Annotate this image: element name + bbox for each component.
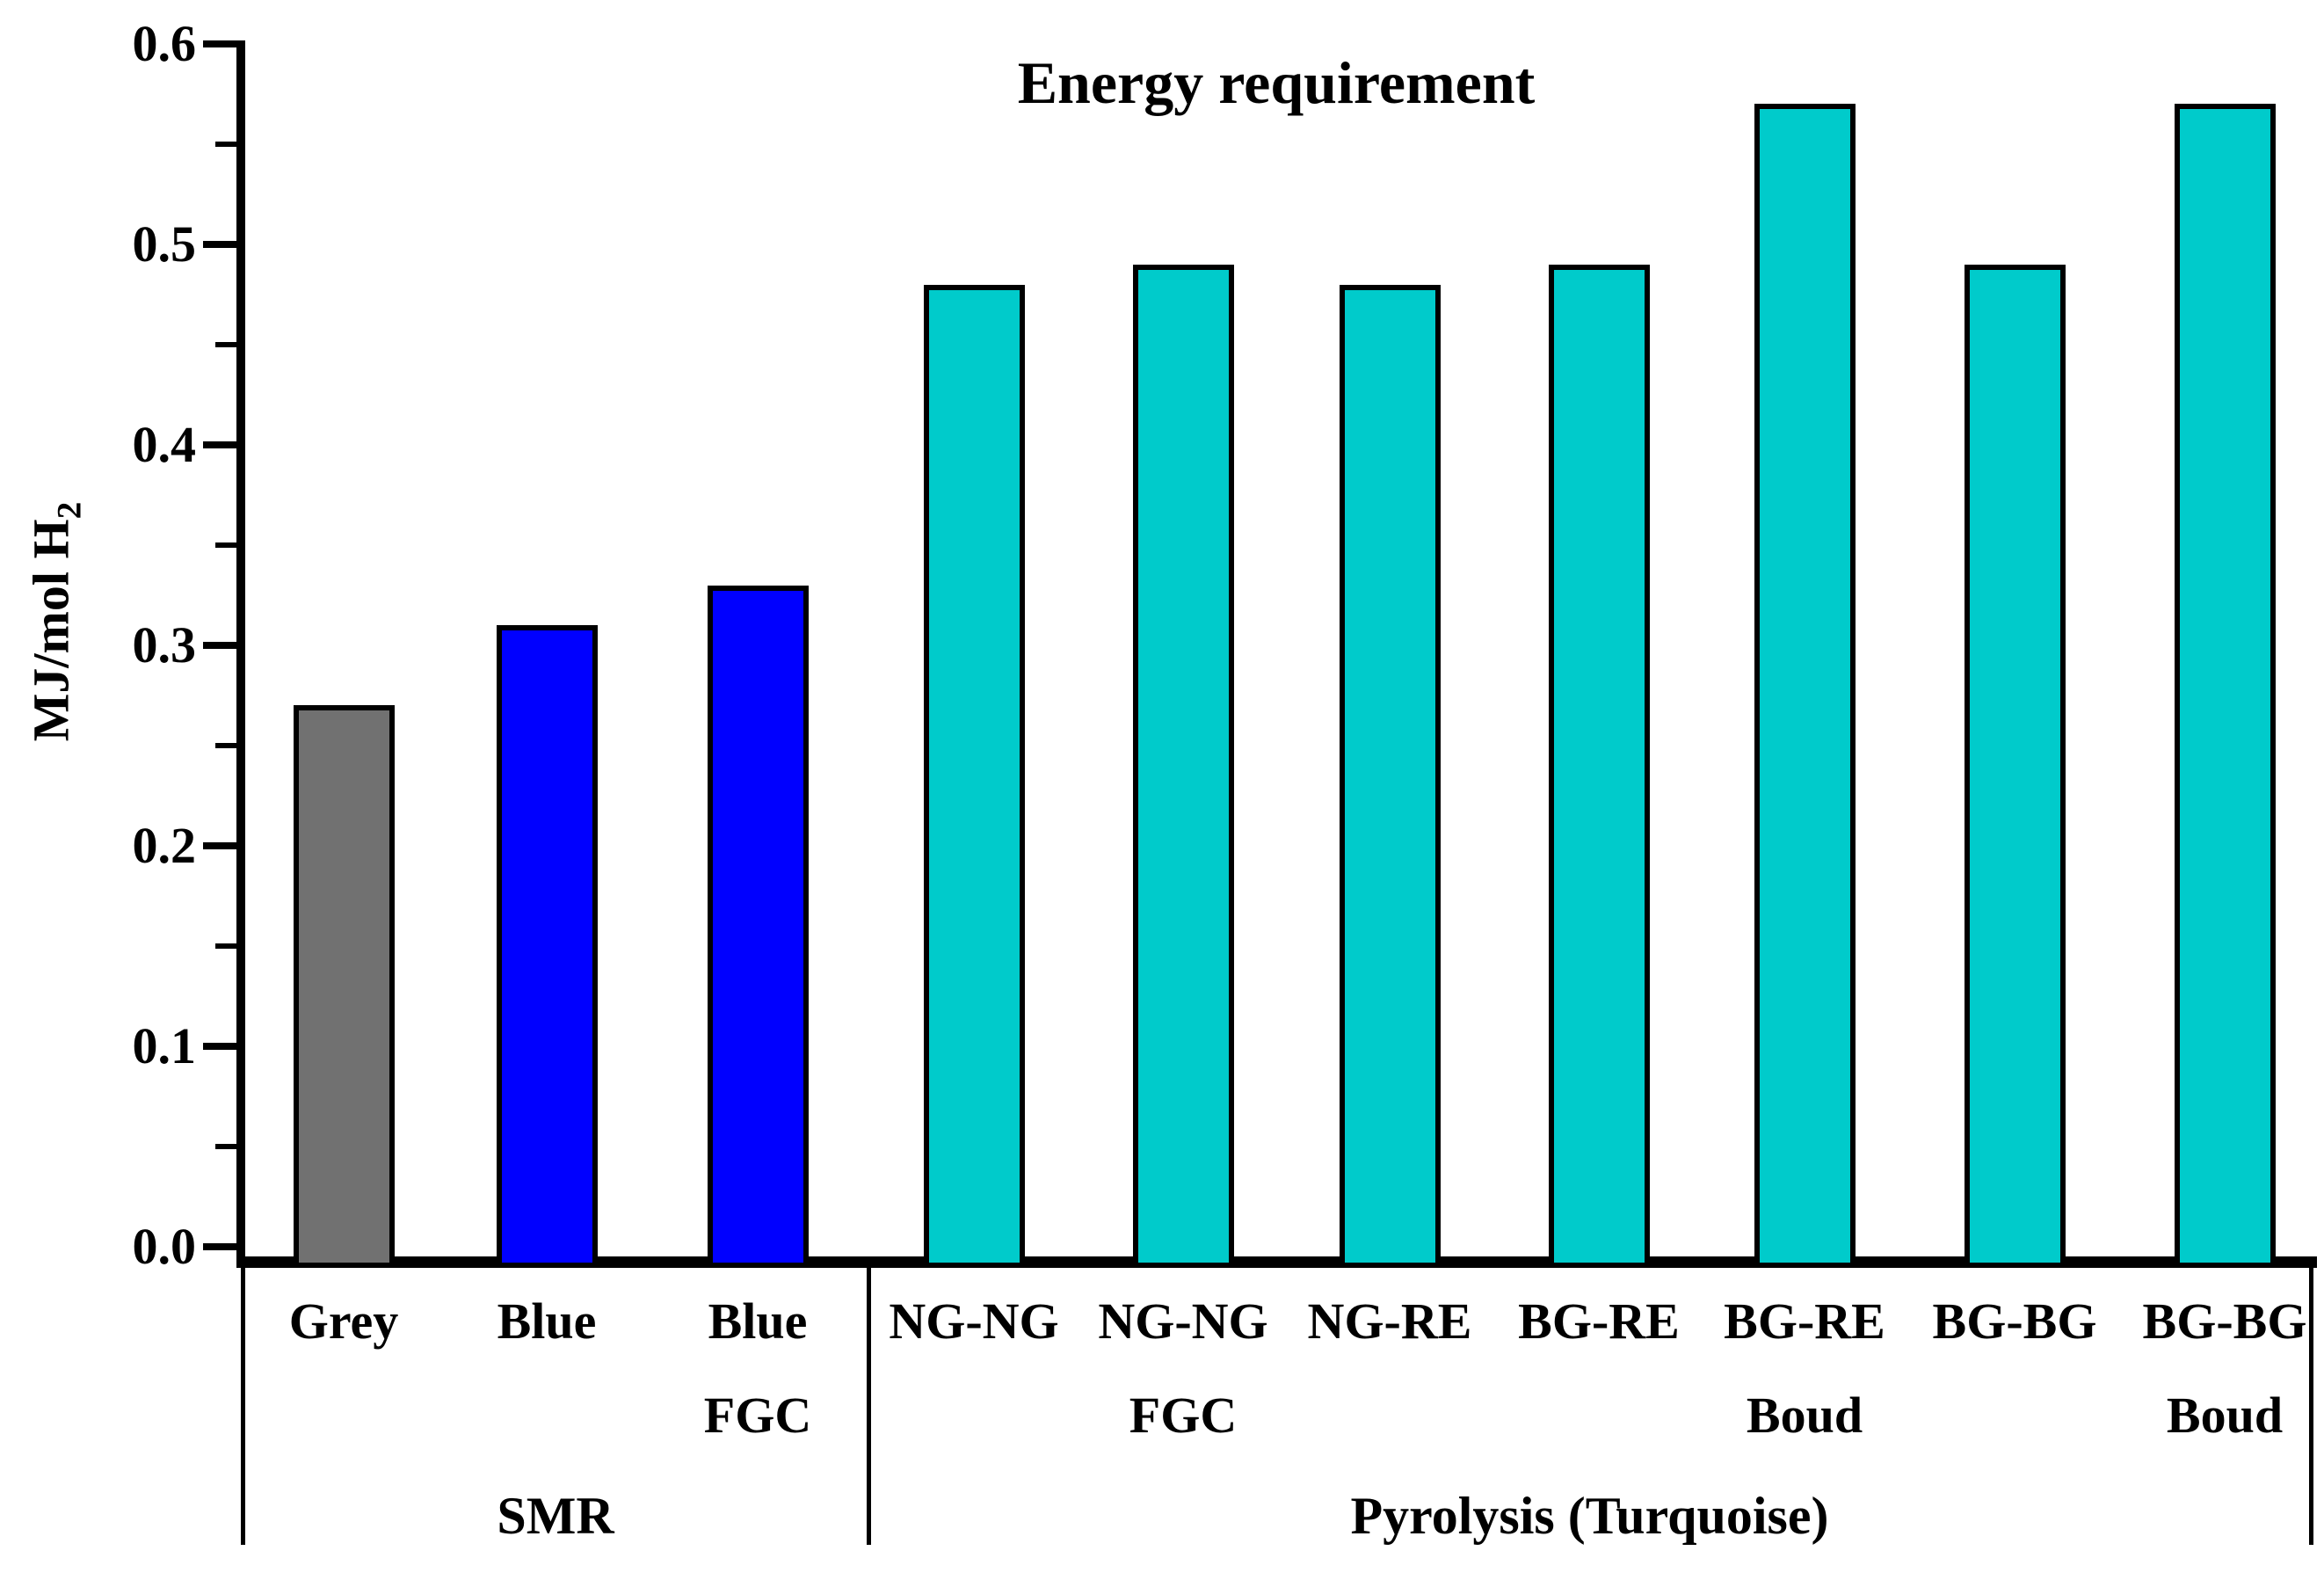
y-tick-label: 0.2 xyxy=(132,817,197,874)
bar-label: NG-NG xyxy=(1098,1292,1268,1350)
group-separator xyxy=(866,1262,871,1545)
y-major-tick xyxy=(203,1043,236,1050)
y-minor-tick xyxy=(215,743,236,748)
bar-label: BG-RE xyxy=(1518,1292,1680,1350)
bar-label-line2: Boud xyxy=(2166,1387,2284,1444)
y-minor-tick xyxy=(215,342,236,347)
y-major-tick xyxy=(203,441,236,448)
y-tick-label: 0.4 xyxy=(132,416,197,473)
bar-ng-re xyxy=(1339,284,1441,1268)
bar-label: BG-BG xyxy=(1932,1292,2097,1350)
bar-blue-fgc xyxy=(707,585,809,1268)
y-major-tick xyxy=(203,842,236,849)
y-tick-label: 0.6 xyxy=(132,15,197,72)
bar-label: BG-RE xyxy=(1724,1292,1885,1350)
y-major-tick xyxy=(203,241,236,248)
y-tick-label: 0.5 xyxy=(132,215,197,273)
y-tick-label: 0.0 xyxy=(132,1218,197,1275)
bar-label: NG-NG xyxy=(889,1292,1059,1350)
bar-bg-bg-boud xyxy=(2174,104,2276,1268)
bar-bg-re-boud xyxy=(1754,104,1856,1268)
bar-label: BG-BG xyxy=(2142,1292,2307,1350)
y-major-tick xyxy=(203,1243,236,1250)
y-major-tick xyxy=(203,642,236,649)
bar-bg-bg xyxy=(1964,264,2066,1268)
bar-label: Grey xyxy=(288,1292,399,1350)
group-separator xyxy=(2308,1262,2313,1545)
bar-ng-ng xyxy=(923,284,1025,1268)
bar-label-line2: FGC xyxy=(1129,1387,1238,1444)
y-axis-line xyxy=(236,40,245,1268)
bar-blue xyxy=(496,625,598,1268)
bar-label-line2: FGC xyxy=(703,1387,812,1444)
y-minor-tick xyxy=(215,142,236,147)
bar-label: Blue xyxy=(497,1292,597,1350)
bar-label: Blue xyxy=(708,1292,808,1350)
bar-grey xyxy=(293,705,395,1268)
bar-label-line2: Boud xyxy=(1746,1387,1863,1444)
y-axis-label-subscript: 2 xyxy=(49,501,89,520)
group-label-pyrolysis-turquoise-: Pyrolysis (Turquoise) xyxy=(1350,1487,1829,1545)
y-major-tick xyxy=(203,40,236,47)
group-separator xyxy=(240,1262,245,1545)
bar-bg-re xyxy=(1548,264,1650,1268)
y-minor-tick xyxy=(215,1144,236,1149)
y-tick-label: 0.1 xyxy=(132,1017,197,1074)
y-minor-tick xyxy=(215,542,236,548)
y-minor-tick xyxy=(215,943,236,949)
group-label-smr: SMR xyxy=(497,1487,614,1545)
bar-ng-ng-fgc xyxy=(1132,264,1234,1268)
chart-title: Energy requirement xyxy=(1017,49,1536,116)
bar-label: NG-RE xyxy=(1307,1292,1472,1350)
y-tick-label: 0.3 xyxy=(132,616,197,674)
